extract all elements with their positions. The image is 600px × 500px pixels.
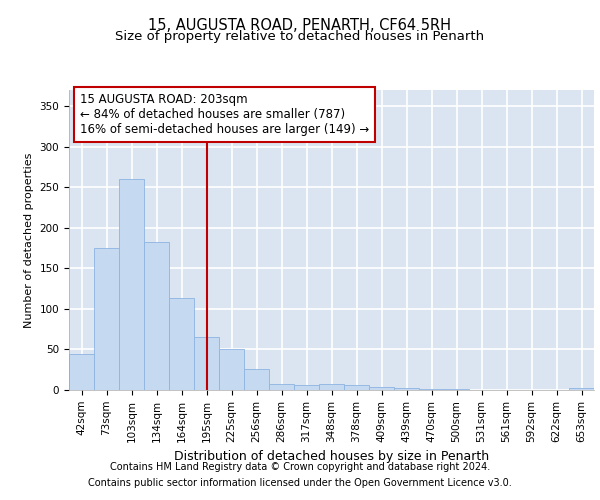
Bar [419, 389, 444, 390]
Text: Contains HM Land Registry data © Crown copyright and database right 2024.: Contains HM Land Registry data © Crown c… [110, 462, 490, 472]
Y-axis label: Number of detached properties: Number of detached properties [24, 152, 34, 328]
Bar [344, 385, 369, 390]
Bar [69, 354, 94, 390]
Bar [319, 384, 344, 390]
Bar [269, 384, 294, 390]
Bar [144, 242, 169, 390]
Bar [194, 338, 219, 390]
X-axis label: Distribution of detached houses by size in Penarth: Distribution of detached houses by size … [174, 450, 489, 463]
Text: 15, AUGUSTA ROAD, PENARTH, CF64 5RH: 15, AUGUSTA ROAD, PENARTH, CF64 5RH [149, 18, 452, 32]
Bar [444, 389, 469, 390]
Bar [569, 388, 594, 390]
Bar [369, 387, 394, 390]
Bar [394, 388, 419, 390]
Bar [219, 350, 244, 390]
Bar [94, 248, 119, 390]
Bar [244, 369, 269, 390]
Text: 15 AUGUSTA ROAD: 203sqm
← 84% of detached houses are smaller (787)
16% of semi-d: 15 AUGUSTA ROAD: 203sqm ← 84% of detache… [79, 93, 369, 136]
Text: Contains public sector information licensed under the Open Government Licence v3: Contains public sector information licen… [88, 478, 512, 488]
Text: Size of property relative to detached houses in Penarth: Size of property relative to detached ho… [115, 30, 485, 43]
Bar [294, 385, 319, 390]
Bar [169, 298, 194, 390]
Bar [119, 179, 144, 390]
